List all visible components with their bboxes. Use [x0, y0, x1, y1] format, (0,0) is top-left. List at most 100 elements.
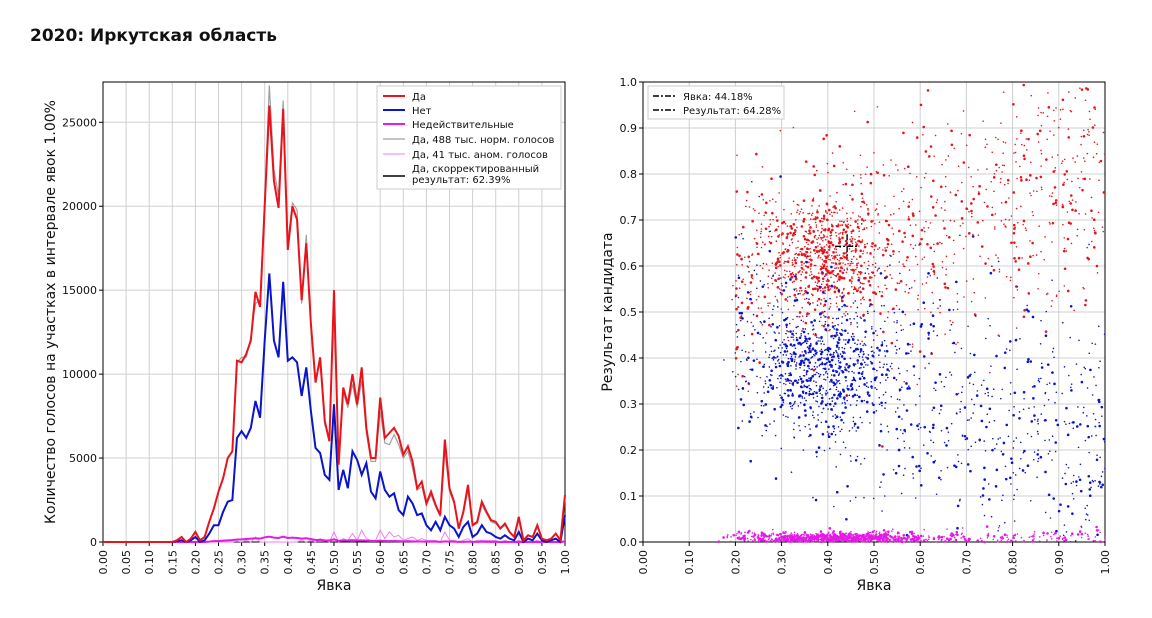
- scatter-point: [818, 320, 821, 323]
- scatter-point: [788, 374, 790, 377]
- scatter-point: [789, 357, 792, 360]
- scatter-point: [984, 138, 987, 141]
- scatter-point: [840, 276, 844, 280]
- scatter-point: [886, 425, 889, 428]
- scatter-point: [740, 315, 743, 317]
- scatter-point: [903, 380, 905, 383]
- scatter-point: [1021, 469, 1025, 472]
- scatter-point: [808, 229, 811, 232]
- scatter-point: [788, 372, 790, 375]
- scatter-point: [797, 253, 801, 256]
- scatter-point: [1005, 275, 1008, 278]
- scatter-point: [858, 377, 862, 381]
- scatter-point: [919, 395, 921, 397]
- scatter-point: [963, 296, 965, 298]
- scatter-point: [850, 530, 852, 533]
- scatter-point: [1040, 152, 1043, 155]
- scatter-point: [827, 171, 829, 174]
- scatter-point: [833, 205, 836, 208]
- scatter-point: [839, 391, 842, 393]
- scatter-point: [887, 376, 889, 379]
- scatter-point: [1001, 388, 1003, 391]
- scatter-point: [917, 464, 921, 468]
- scatter-point: [961, 527, 964, 529]
- scatter-point: [774, 363, 777, 365]
- scatter-point: [939, 241, 941, 244]
- scatter-point: [932, 423, 935, 427]
- scatter-point: [737, 274, 740, 277]
- scatter-point: [1093, 141, 1096, 143]
- scatter-point: [1093, 231, 1097, 234]
- scatter-point: [1020, 457, 1022, 460]
- scatter-point: [839, 256, 843, 260]
- scatter-point: [806, 265, 810, 269]
- scatter-point: [994, 447, 996, 450]
- scatter-point: [979, 537, 982, 540]
- scatter-point: [743, 334, 746, 337]
- scatter-point: [855, 312, 857, 314]
- scatter-point: [805, 231, 808, 233]
- scatter-point: [876, 334, 879, 337]
- scatter-point: [857, 362, 859, 364]
- scatter-point: [1038, 378, 1040, 380]
- scatter-point: [808, 394, 810, 397]
- scatter-point: [873, 222, 876, 225]
- scatter-point: [780, 282, 783, 285]
- scatter-point: [1002, 91, 1005, 93]
- scatter-point: [855, 430, 858, 432]
- scatter-point: [944, 175, 947, 178]
- scatter-point: [1008, 197, 1010, 199]
- scatter-point: [793, 289, 796, 291]
- scatter-point: [785, 236, 789, 240]
- scatter-point: [858, 367, 861, 369]
- scatter-point: [835, 386, 838, 389]
- scatter-point: [895, 304, 898, 307]
- scatter-point: [868, 298, 872, 302]
- scatter-point: [1078, 339, 1080, 342]
- scatter-point: [930, 439, 932, 442]
- scatter-point: [849, 238, 851, 241]
- scatter-point: [892, 253, 895, 256]
- scatter-point: [993, 419, 996, 422]
- scatter-point: [943, 540, 947, 543]
- scatter-point: [971, 212, 973, 215]
- scatter-point: [1075, 363, 1078, 365]
- scatter-point: [855, 243, 859, 246]
- scatter-point: [812, 218, 815, 221]
- x-tick-label: 0.10: [683, 550, 696, 575]
- scatter-point: [1032, 190, 1035, 192]
- scatter-point: [824, 267, 828, 270]
- scatter-point: [846, 305, 849, 308]
- scatter-point: [782, 531, 785, 534]
- scatter-point: [769, 219, 771, 221]
- scatter-point: [921, 258, 924, 260]
- scatter-point: [853, 537, 855, 540]
- scatter-point: [1051, 299, 1053, 302]
- scatter-point: [996, 539, 999, 542]
- scatter-point: [873, 377, 876, 380]
- scatter-point: [1046, 363, 1050, 366]
- scatter-point: [802, 199, 806, 202]
- scatter-point: [860, 200, 863, 203]
- scatter-point: [811, 212, 814, 215]
- scatter-point: [798, 213, 801, 215]
- scatter-point: [784, 298, 788, 301]
- scatter-point: [863, 261, 866, 264]
- scatter-point: [849, 539, 852, 542]
- scatter-point: [867, 353, 870, 356]
- scatter-point: [800, 260, 803, 264]
- scatter-point: [1088, 110, 1091, 113]
- scatter-point: [813, 236, 816, 239]
- scatter-point: [850, 260, 853, 263]
- scatter-point: [813, 319, 816, 322]
- legend-label: Результат: 64.28%: [683, 106, 781, 117]
- scatter-point: [853, 335, 855, 338]
- scatter-point: [814, 281, 817, 283]
- scatter-point: [892, 233, 895, 235]
- scatter-point: [1004, 200, 1008, 204]
- scatter-point: [809, 263, 813, 266]
- scatter-point: [882, 249, 884, 251]
- scatter-point: [879, 327, 882, 330]
- scatter-point: [855, 404, 858, 407]
- scatter-point: [896, 532, 899, 535]
